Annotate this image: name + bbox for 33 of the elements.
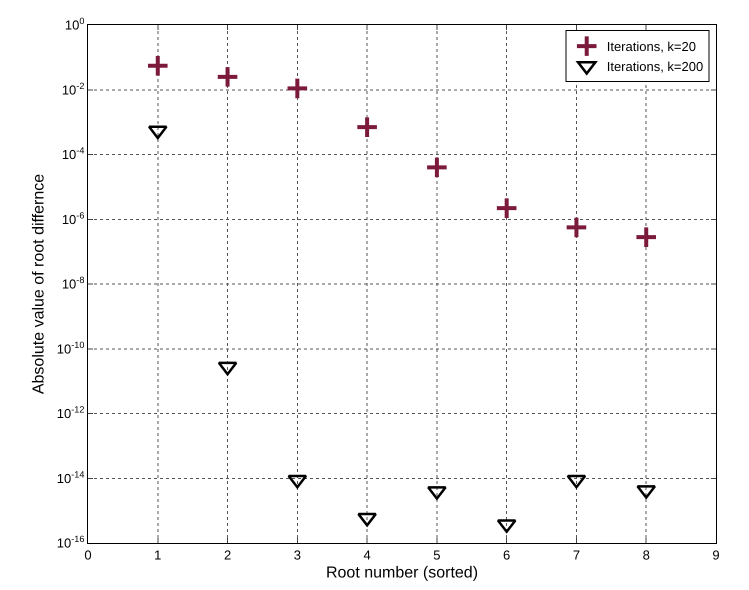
x-tick-label: 2	[224, 548, 232, 563]
x-tick-label: 1	[154, 548, 162, 563]
point	[564, 216, 588, 240]
y-axis-title: Absolute value of root differnce	[30, 174, 48, 394]
y-tick-label: 10$^{-6}$	[62, 210, 84, 227]
y-tick-label: 10$^{0}$	[64, 16, 84, 33]
x-tick-label: 3	[294, 548, 301, 563]
point	[355, 115, 379, 139]
x-tick-label: 4	[363, 548, 371, 563]
point	[566, 474, 586, 488]
point	[634, 225, 658, 249]
x-tick-label: 8	[642, 548, 650, 563]
point	[357, 512, 378, 527]
point	[216, 65, 240, 89]
x-tick-label: 9	[712, 548, 720, 563]
point	[218, 362, 238, 376]
y-tick-label: 10$^{-4}$	[62, 146, 84, 162]
y-tick-label: 10$^{-12}$	[56, 404, 84, 422]
point	[494, 196, 518, 220]
y-tick-label: 10$^{-14}$	[56, 469, 84, 486]
point	[425, 156, 449, 180]
legend-label: Iterations, k=20	[606, 39, 696, 54]
x-axis-title: Root number (sorted)	[326, 564, 478, 582]
y-tick-label: 10$^{-2}$	[62, 80, 84, 98]
x-tick-label: 5	[433, 548, 441, 563]
legend-label: Iterations, k=200	[606, 59, 704, 74]
y-tick-label: 10$^{-10}$	[56, 340, 84, 356]
point	[286, 76, 310, 100]
x-tick-label: 7	[572, 548, 580, 563]
x-tick-label: 6	[503, 548, 510, 563]
x-tick-label: 0	[84, 548, 92, 563]
y-tick-label: 10$^{-8}$	[62, 275, 84, 292]
y-tick-label: 10$^{-16}$	[56, 534, 84, 551]
